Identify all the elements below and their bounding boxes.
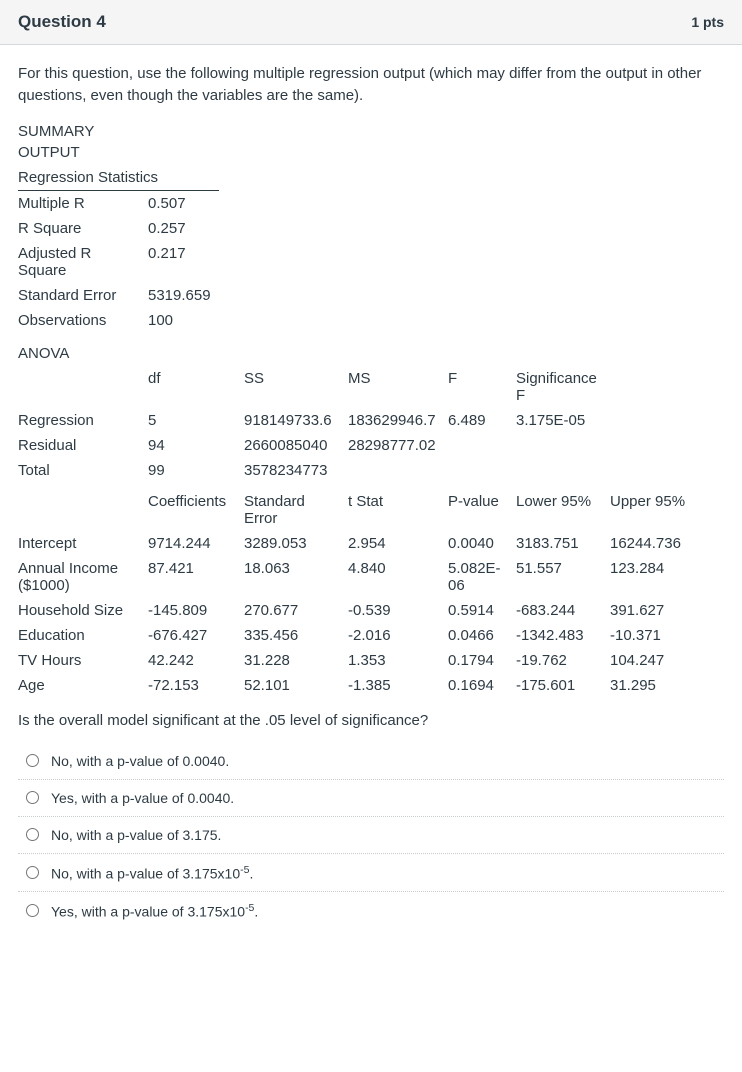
option-radio-4[interactable] xyxy=(26,866,39,879)
answer-option[interactable]: Yes, with a p-value of 3.175x10-5. xyxy=(18,892,724,930)
answer-option[interactable]: No, with a p-value of 3.175x10-5. xyxy=(18,854,724,893)
table-row: Education-676.427335.456-2.0160.0466-134… xyxy=(18,623,697,648)
table-row: Annual Income ($1000)87.42118.0634.8405.… xyxy=(18,556,697,598)
option-label: No, with a p-value of 3.175x10-5. xyxy=(51,864,253,882)
table-row: R Square0.257 xyxy=(18,216,219,241)
answer-option[interactable]: No, with a p-value of 3.175. xyxy=(18,817,724,854)
table-row: Age-72.15352.101-1.3850.1694-175.60131.2… xyxy=(18,673,697,698)
table-row: Intercept9714.2443289.0532.9540.00403183… xyxy=(18,531,697,556)
option-label: Yes, with a p-value of 0.0040. xyxy=(51,790,234,806)
anova-title: ANOVA xyxy=(18,345,724,362)
question-title: Question 4 xyxy=(18,12,106,32)
table-row: TV Hours42.24231.2281.3530.1794-19.76210… xyxy=(18,648,697,673)
table-row: Residual94266008504028298777.02 xyxy=(18,433,610,458)
table-row: Total993578234773 xyxy=(18,458,610,483)
option-label: No, with a p-value of 3.175. xyxy=(51,827,221,843)
table-row: Observations100 xyxy=(18,308,219,333)
table-row: Standard Error5319.659 xyxy=(18,283,219,308)
option-label: Yes, with a p-value of 3.175x10-5. xyxy=(51,902,258,920)
option-radio-3[interactable] xyxy=(26,828,39,841)
answer-option[interactable]: Yes, with a p-value of 0.0040. xyxy=(18,780,724,817)
question-prompt: For this question, use the following mul… xyxy=(18,63,724,107)
option-radio-2[interactable] xyxy=(26,791,39,804)
question-body: For this question, use the following mul… xyxy=(0,45,742,948)
answer-option[interactable]: No, with a p-value of 0.0040. xyxy=(18,743,724,780)
option-radio-1[interactable] xyxy=(26,754,39,767)
answer-options: No, with a p-value of 0.0040. Yes, with … xyxy=(18,743,724,930)
table-row: Multiple R0.507 xyxy=(18,190,219,216)
summary-label-2: OUTPUT xyxy=(18,144,724,161)
regression-statistics-header: Regression Statistics xyxy=(18,165,219,191)
table-row: Adjusted R Square0.217 xyxy=(18,241,219,283)
table-header-row: df SS MS F Significance F xyxy=(18,366,610,408)
anova-table: df SS MS F Significance F Regression5918… xyxy=(18,366,610,483)
question-ask: Is the overall model significant at the … xyxy=(18,712,724,729)
question-header: Question 4 1 pts xyxy=(0,0,742,45)
summary-label-1: SUMMARY xyxy=(18,123,724,140)
regression-statistics-table: Regression Statistics Multiple R0.507 R … xyxy=(18,165,219,333)
coefficients-table: Coefficients Standard Error t Stat P-val… xyxy=(18,489,697,698)
option-radio-5[interactable] xyxy=(26,904,39,917)
table-row: Household Size-145.809270.677-0.5390.591… xyxy=(18,598,697,623)
table-header-row: Coefficients Standard Error t Stat P-val… xyxy=(18,489,697,531)
table-row: Regression5918149733.6183629946.76.4893.… xyxy=(18,408,610,433)
question-points: 1 pts xyxy=(691,14,724,30)
option-label: No, with a p-value of 0.0040. xyxy=(51,753,229,769)
